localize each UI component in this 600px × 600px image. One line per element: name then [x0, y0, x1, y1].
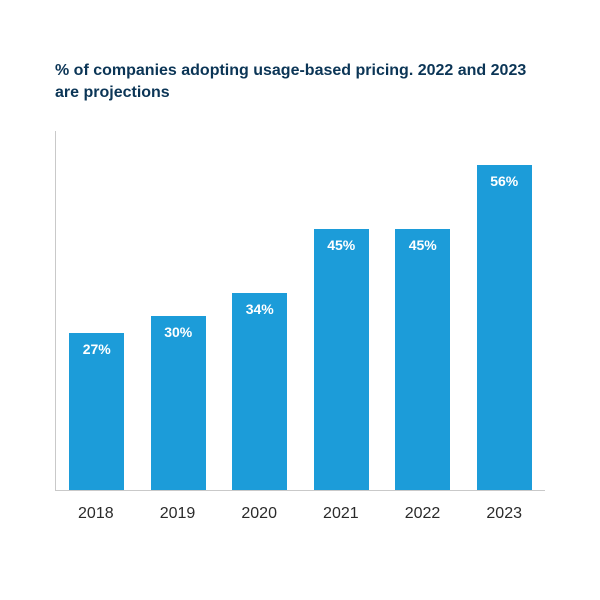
bar: 27%	[69, 333, 124, 490]
bar: 45%	[395, 229, 450, 490]
x-tick-label: 2020	[218, 505, 300, 523]
bar: 34%	[232, 293, 287, 490]
plot-area: 27% 30% 34% 45% 45% 56%	[55, 131, 545, 491]
bar: 56%	[477, 165, 532, 490]
bar-slot: 45%	[382, 131, 464, 490]
bar-slot: 56%	[464, 131, 546, 490]
bar-slot: 45%	[301, 131, 383, 490]
x-tick-label: 2022	[382, 505, 464, 523]
bar-value-label: 56%	[477, 173, 532, 189]
bar-value-label: 27%	[69, 341, 124, 357]
bar-value-label: 34%	[232, 301, 287, 317]
bar-value-label: 30%	[151, 324, 206, 340]
bar-value-label: 45%	[314, 237, 369, 253]
bar: 45%	[314, 229, 369, 490]
x-tick-label: 2023	[463, 505, 545, 523]
chart-title: % of companies adopting usage-based pric…	[55, 60, 550, 103]
bar: 30%	[151, 316, 206, 490]
bar-slot: 34%	[219, 131, 301, 490]
x-tick-label: 2018	[55, 505, 137, 523]
bar-slot: 30%	[138, 131, 220, 490]
chart: 27%30%34%45%45%56% 201820192020202120222…	[55, 131, 550, 523]
bar-value-label: 45%	[395, 237, 450, 253]
x-tick-label: 2019	[137, 505, 219, 523]
chart-container: % of companies adopting usage-based pric…	[0, 0, 600, 600]
x-tick-label: 2021	[300, 505, 382, 523]
bars-group: 27% 30% 34% 45% 45% 56%	[56, 131, 545, 490]
bar-slot: 27%	[56, 131, 138, 490]
x-axis: 201820192020202120222023	[55, 505, 545, 523]
